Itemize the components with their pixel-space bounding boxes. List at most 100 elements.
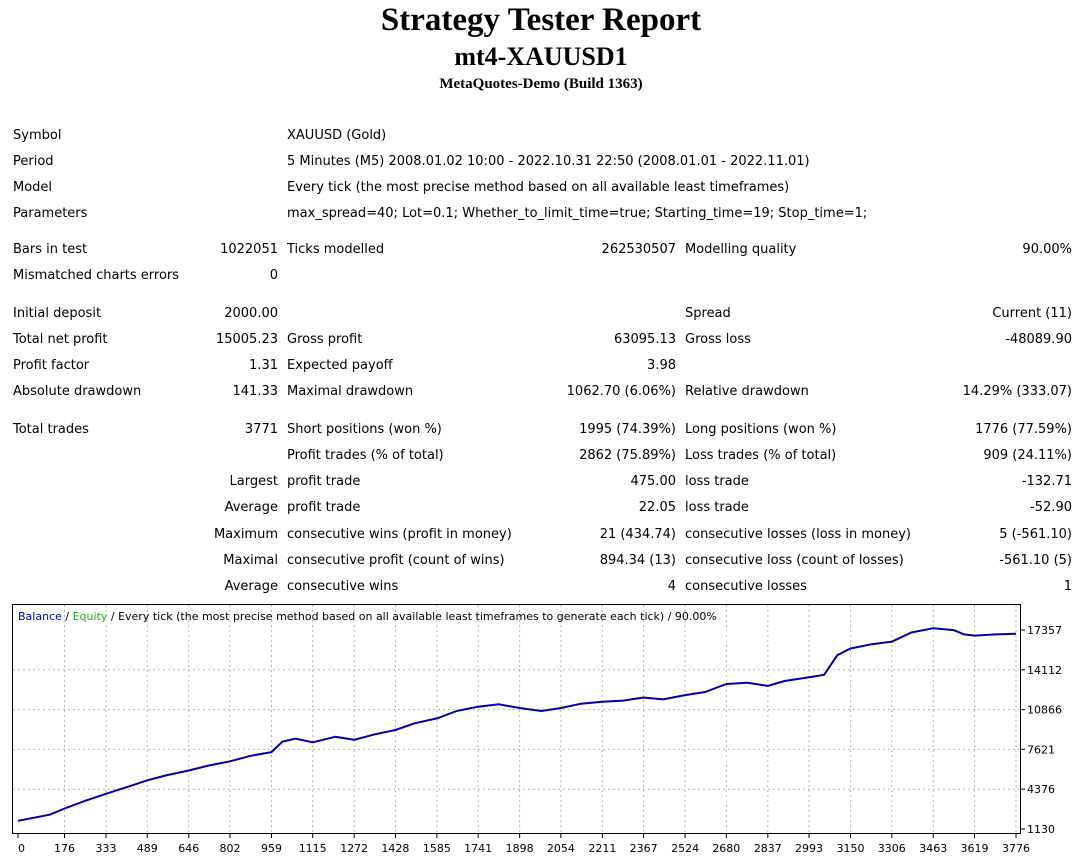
ticks-modelled-value: 262530507 [601,242,676,257]
x-tick-label: 1741 [464,842,492,855]
mismatched-value: 0 [269,268,278,283]
profit-trades-label: Profit trades (% of total) [287,448,444,463]
largest-loss-label: loss trade [685,474,749,489]
server-build: MetaQuotes-Demo (Build 1363) [439,76,643,92]
x-tick-label: 959 [261,842,282,855]
report-subtitle: mt4-XAUUSD1 [454,42,628,71]
symbol-label: Symbol [13,128,62,143]
period-value: 5 Minutes (M5) 2008.01.02 10:00 - 2022.1… [287,154,810,169]
profit-factor-label: Profit factor [13,358,90,373]
x-tick-label: 489 [137,842,158,855]
symbol-value: XAUUSD (Gold) [287,128,387,143]
absolute-drawdown-label: Absolute drawdown [13,384,142,399]
balance-line [17,627,1017,822]
chart-plot-area [12,604,1021,834]
x-tick-label: 1428 [381,842,409,855]
maximal-loss-value: -561.10 (5) [999,553,1072,568]
maximum-profit-value: 21 (434.74) [599,527,676,542]
y-tick-label: 17357 [1027,624,1062,637]
average-loss-value: -52.90 [1030,500,1072,515]
relative-drawdown-label: Relative drawdown [685,384,809,399]
x-tick-label: 3619 [961,842,989,855]
average-consec-losses-value: 1 [1063,579,1072,594]
x-tick-label: 0 [18,842,25,855]
profit-factor-value: 1.31 [249,358,278,373]
x-tick-label: 333 [96,842,117,855]
model-label: Model [13,180,53,195]
maximal-prefix: Maximal [223,553,278,568]
legend-balance: Balance [18,610,62,623]
modelling-quality-value: 90.00% [1022,242,1072,257]
x-axis-ticks: 0 176 333 489 646 802 959 1115 1272 1428 1585 1741 1… [17,833,1030,855]
spread-label: Spread [685,306,731,321]
maximal-drawdown-value: 1062.70 (6.06%) [566,384,676,399]
y-tick-label: 7621 [1027,743,1055,756]
maximum-loss-label: consecutive losses (loss in money) [685,527,911,542]
y-tick-label: 1130 [1027,823,1055,836]
relative-drawdown-value: 14.29% (333.07) [962,384,1072,399]
short-positions-value: 1995 (74.39%) [579,422,676,437]
ticks-modelled-label: Ticks modelled [287,242,385,257]
average-consec-wins-label: consecutive wins [287,579,399,594]
parameters-value: max_spread=40; Lot=0.1; Whether_to_limit… [287,206,868,221]
short-positions-label: Short positions (won %) [287,422,442,437]
spread-value: Current (11) [992,306,1072,321]
x-tick-label: 2993 [795,842,823,855]
y-axis-ticks: 17357 14112 10866 7621 4376 1130 [1020,624,1062,836]
mismatched-label: Mismatched charts errors [13,268,180,283]
average-loss-label: loss trade [685,500,749,515]
x-tick-label: 3150 [837,842,865,855]
initial-deposit-label: Initial deposit [13,306,102,321]
y-tick-label: 10866 [1027,704,1062,717]
parameters-label: Parameters [13,206,88,221]
total-net-profit-label: Total net profit [13,332,108,347]
total-net-profit-value: 15005.23 [215,332,278,347]
initial-deposit-value: 2000.00 [224,306,278,321]
loss-trades-value: 909 (24.11%) [983,448,1072,463]
gross-loss-label: Gross loss [685,332,751,347]
average-consec-losses-label: consecutive losses [685,579,807,594]
maximum-profit-label: consecutive wins (profit in money) [287,527,512,542]
x-tick-label: 1115 [299,842,327,855]
long-positions-value: 1776 (77.59%) [975,422,1072,437]
long-positions-label: Long positions (won %) [685,422,837,437]
x-tick-label: 176 [54,842,75,855]
x-tick-label: 2367 [630,842,658,855]
x-tick-label: 2211 [588,842,616,855]
x-tick-label: 1585 [423,842,451,855]
x-tick-label: 3776 [1002,842,1030,855]
x-tick-label: 2837 [754,842,782,855]
maximal-loss-label: consecutive loss (count of losses) [685,553,904,568]
average-profit-value: 22.05 [638,500,676,515]
total-trades-value: 3771 [244,422,278,437]
profit-trades-value: 2862 (75.89%) [579,448,676,463]
maximal-drawdown-label: Maximal drawdown [287,384,414,399]
average-consec-wins-value: 4 [667,579,676,594]
maximum-prefix: Maximum [213,527,278,542]
legend-equity: Equity [73,610,108,623]
gross-profit-label: Gross profit [287,332,363,347]
absolute-drawdown-value: 141.33 [232,384,279,399]
largest-loss-value: -132.71 [1021,474,1072,489]
average-prefix: Average [224,500,278,515]
x-tick-label: 3463 [919,842,947,855]
x-tick-label: 1898 [506,842,534,855]
x-tick-label: 1272 [340,842,368,855]
x-tick-label: 802 [219,842,240,855]
largest-prefix: Largest [229,474,278,489]
period-label: Period [13,154,54,169]
average-profit-label: profit trade [287,500,361,515]
maximum-loss-value: 5 (-561.10) [999,527,1072,542]
legend-description: / Every tick (the most precise method ba… [107,610,717,623]
y-tick-label: 14112 [1027,664,1062,677]
y-tick-label: 4376 [1027,783,1055,796]
report-title: Strategy Tester Report [380,2,702,38]
x-tick-label: 646 [178,842,199,855]
expected-payoff-label: Expected payoff [287,358,393,373]
bars-in-test-label: Bars in test [13,242,88,257]
chart-grid [13,605,1020,833]
x-tick-label: 2524 [671,842,699,855]
gross-profit-value: 63095.13 [613,332,676,347]
average-consec-prefix: Average [224,579,278,594]
maximal-profit-value: 894.34 (13) [599,553,676,568]
